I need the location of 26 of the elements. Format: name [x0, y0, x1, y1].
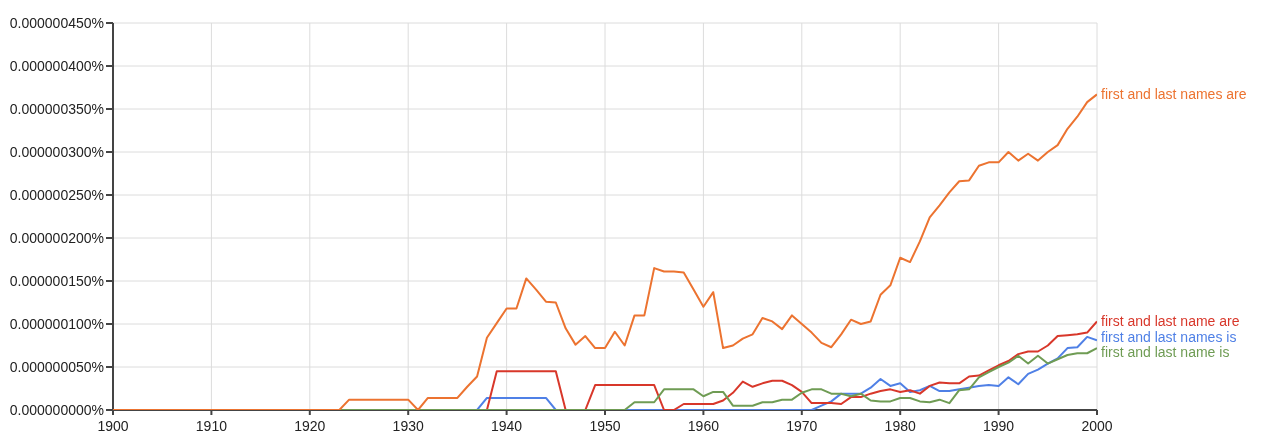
x-tick-label: 1900	[97, 417, 129, 434]
y-tick-label: 0.000000350%	[9, 100, 104, 117]
x-tick-label: 1910	[195, 417, 228, 434]
y-tick-label: 0.000000150%	[9, 272, 104, 289]
x-tick-label: 1920	[294, 417, 326, 434]
y-tick-label: 0.000000250%	[9, 186, 104, 203]
y-tick-label: 0.000000300%	[9, 143, 104, 160]
series-label: first and last names are	[1101, 86, 1247, 103]
x-tick-label: 2000	[1081, 417, 1113, 434]
x-tick-label: 1990	[983, 417, 1015, 434]
y-tick-label: 0.000000200%	[9, 229, 104, 246]
x-tick-label: 1970	[786, 417, 818, 434]
y-tick-label: 0.000000450%	[9, 14, 104, 31]
x-tick-label: 1940	[491, 417, 523, 434]
series-label: first and last name are	[1101, 313, 1240, 330]
x-tick-label: 1930	[392, 417, 424, 434]
y-tick-label: 0.000000050%	[9, 358, 104, 375]
y-tick-label: 0.000000400%	[9, 57, 104, 74]
series-label: first and last name is	[1101, 343, 1230, 360]
x-tick-label: 1960	[687, 417, 720, 434]
series-label: first and last names is	[1101, 328, 1237, 345]
line-series	[338, 347, 1097, 410]
x-tick-label: 1980	[884, 417, 916, 434]
x-tick-label: 1950	[589, 417, 621, 434]
y-tick-label: 0.000000000%	[9, 401, 104, 418]
y-tick-label: 0.000000100%	[9, 315, 104, 332]
